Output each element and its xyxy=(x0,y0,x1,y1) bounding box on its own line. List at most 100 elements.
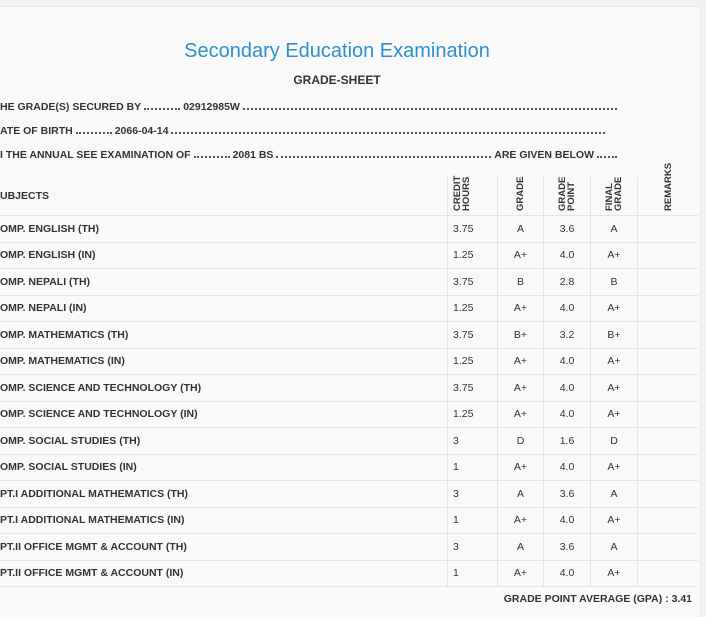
leader xyxy=(144,108,181,110)
cell-subject: OMP. SCIENCE AND TECHNOLOGY (IN) xyxy=(0,408,198,421)
cell-grade: B+ xyxy=(497,322,543,348)
header-cell: FINAL GRADE xyxy=(590,177,637,215)
cell-subject: PT.I ADDITIONAL MATHEMATICS (TH) xyxy=(0,487,189,500)
cell-grade-point: 4.0 xyxy=(543,295,590,321)
column-header: FINAL GRADE xyxy=(604,176,624,211)
table-row: PT.II OFFICE MGMT & ACCOUNT (IN) 1 A+ 4.0 A+ xyxy=(0,560,698,587)
cell-grade: A xyxy=(497,534,543,560)
header-cell: REMARKS xyxy=(637,163,698,215)
cell-credit-hours: 3.75 xyxy=(447,375,497,401)
cell-remarks xyxy=(637,507,698,533)
cell-subject: OMP. MATHEMATICS (TH) xyxy=(0,328,129,341)
cell-final-grade: A+ xyxy=(590,401,637,427)
cell-credit-hours: 1 xyxy=(447,507,497,533)
cell-grade: A xyxy=(497,481,543,507)
cell-final-grade: A+ xyxy=(590,454,637,480)
cell-credit-hours: 3.75 xyxy=(447,269,497,295)
cell-remarks xyxy=(637,216,698,242)
cell-grade: A+ xyxy=(497,560,543,586)
cell-grade: A xyxy=(497,216,543,242)
cell-credit-hours: 3 xyxy=(447,481,497,507)
cell-subject: OMP. SOCIAL STUDIES (TH) xyxy=(0,434,141,447)
table-row: PT.I ADDITIONAL MATHEMATICS (IN) 1 A+ 4.0 A+ xyxy=(0,507,698,534)
table-row: OMP. SCIENCE AND TECHNOLOGY (IN) 1.25 A+ 4.… xyxy=(0,401,698,428)
column-header: UBJECTS xyxy=(0,190,50,202)
cell-grade: A+ xyxy=(497,242,543,268)
info-line: HE GRADE(S) SECURED BY 02912985W xyxy=(0,99,620,113)
cell-grade-point: 3.2 xyxy=(543,322,590,348)
cell-remarks xyxy=(637,242,698,268)
table-row: PT.II OFFICE MGMT & ACCOUNT (TH) 3 A 3.6 A xyxy=(0,534,698,561)
gpa-label: GRADE POINT AVERAGE (GPA) : xyxy=(503,593,669,605)
cell-grade-point: 3.6 xyxy=(543,216,590,242)
table-row: OMP. ENGLISH (TH) 3.75 A 3.6 A xyxy=(0,216,698,243)
cell-final-grade: A+ xyxy=(590,348,637,374)
cell-credit-hours: 3 xyxy=(447,534,497,560)
table-row: OMP. SOCIAL STUDIES (IN) 1 A+ 4.0 A+ xyxy=(0,454,698,481)
cell-remarks xyxy=(637,295,698,321)
cell-remarks xyxy=(637,481,698,507)
cell-final-grade: A xyxy=(590,481,637,507)
grade-sheet: Secondary Education Examination GRADE-SH… xyxy=(0,6,701,617)
info-value: 2081 BS xyxy=(232,149,274,161)
cell-final-grade: B xyxy=(590,269,637,295)
info-label: I THE ANNUAL SEE EXAMINATION OF xyxy=(0,149,191,161)
cell-remarks xyxy=(637,348,698,374)
cell-final-grade: A+ xyxy=(590,560,637,586)
cell-grade-point: 4.0 xyxy=(543,454,590,480)
cell-grade-point: 2.8 xyxy=(543,269,590,295)
table-row: OMP. SOCIAL STUDIES (TH) 3 D 1.6 D xyxy=(0,428,698,455)
cell-subject: PT.II OFFICE MGMT & ACCOUNT (IN) xyxy=(0,567,184,580)
cell-grade-point: 3.6 xyxy=(543,534,590,560)
table-row: OMP. NEPALI (IN) 1.25 A+ 4.0 A+ xyxy=(0,295,698,322)
info-value: 02912985W xyxy=(183,101,240,113)
cell-final-grade: A+ xyxy=(590,375,637,401)
leader xyxy=(193,156,230,158)
cell-credit-hours: 1.25 xyxy=(447,348,497,374)
cell-grade-point: 4.0 xyxy=(543,348,590,374)
column-header: GRADE xyxy=(515,176,526,211)
table-row: OMP. MATHEMATICS (TH) 3.75 B+ 3.2 B+ xyxy=(0,322,698,349)
cell-subject: OMP. SCIENCE AND TECHNOLOGY (TH) xyxy=(0,381,202,394)
leader xyxy=(276,156,492,158)
grade-table: UBJECTS CREDIT HOURS GRADE GRADE POINT FINAL… xyxy=(0,163,698,587)
column-header: GRADE POINT xyxy=(557,176,577,211)
subtitle: GRADE-SHEET xyxy=(293,73,381,87)
gpa-value: 3.41 xyxy=(671,593,692,605)
table-row: PT.I ADDITIONAL MATHEMATICS (TH) 3 A 3.6 A xyxy=(0,481,698,508)
cell-grade-point: 4.0 xyxy=(543,242,590,268)
cell-grade-point: 3.6 xyxy=(543,481,590,507)
info-tail: ARE GIVEN BELOW xyxy=(494,149,594,161)
cell-credit-hours: 3 xyxy=(447,428,497,454)
info-line: I THE ANNUAL SEE EXAMINATION OF 2081 BS AR… xyxy=(0,147,620,161)
cell-final-grade: B+ xyxy=(590,322,637,348)
cell-grade-point: 4.0 xyxy=(543,507,590,533)
cell-grade: A+ xyxy=(497,401,543,427)
cell-subject: OMP. NEPALI (IN) xyxy=(0,302,87,315)
header-cell: GRADE POINT xyxy=(543,177,590,215)
cell-grade-point: 4.0 xyxy=(543,375,590,401)
cell-credit-hours: 1.25 xyxy=(447,242,497,268)
table-row: OMP. ENGLISH (IN) 1.25 A+ 4.0 A+ xyxy=(0,242,698,269)
cell-final-grade: A xyxy=(590,534,637,560)
cell-subject: OMP. ENGLISH (TH) xyxy=(0,222,99,235)
leader xyxy=(242,108,617,110)
cell-credit-hours: 3.75 xyxy=(447,322,497,348)
cell-remarks xyxy=(637,454,698,480)
cell-final-grade: A xyxy=(590,216,637,242)
leader xyxy=(597,156,617,158)
cell-remarks xyxy=(637,375,698,401)
header-row: UBJECTS CREDIT HOURS GRADE GRADE POINT FINAL… xyxy=(0,163,698,216)
cell-grade-point: 4.0 xyxy=(543,560,590,586)
cell-final-grade: A+ xyxy=(590,507,637,533)
cell-final-grade: A+ xyxy=(590,242,637,268)
gpa: GRADE POINT AVERAGE (GPA) : 3.41 xyxy=(504,593,692,605)
table-row: OMP. SCIENCE AND TECHNOLOGY (TH) 3.75 A+ 4.… xyxy=(0,375,698,402)
info-value: 2066-04-14 xyxy=(114,125,169,137)
cell-subject: OMP. NEPALI (TH) xyxy=(0,275,91,288)
cell-final-grade: A+ xyxy=(590,295,637,321)
cell-grade: A+ xyxy=(497,375,543,401)
cell-remarks xyxy=(637,322,698,348)
cell-grade: B xyxy=(497,269,543,295)
column-header: CREDIT HOURS xyxy=(452,175,472,211)
